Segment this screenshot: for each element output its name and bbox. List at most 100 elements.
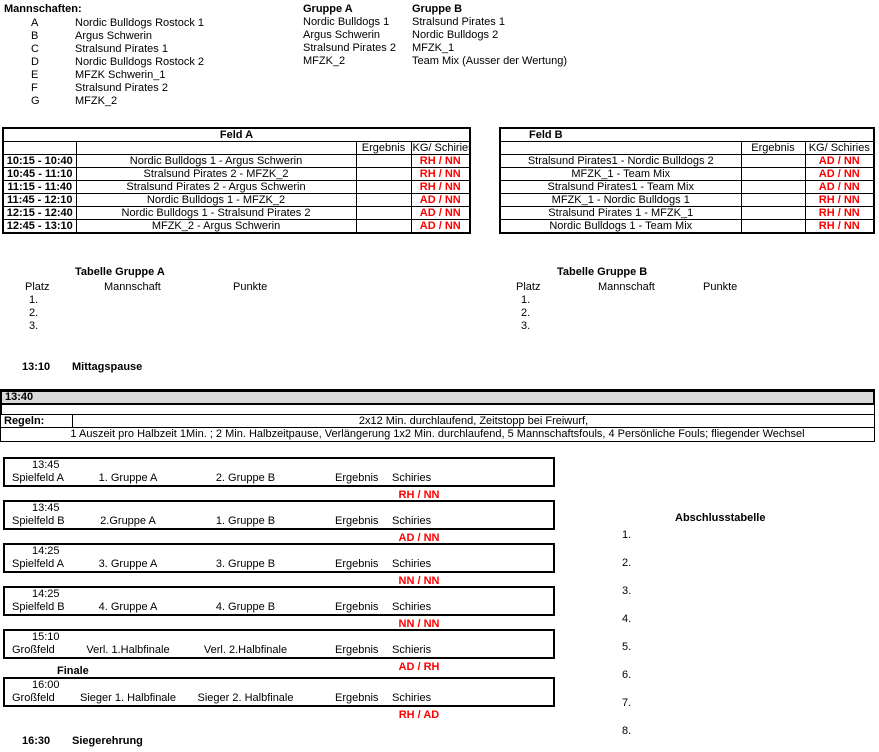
schiries-cell: AD / NN (410, 219, 471, 234)
team-row: A Nordic Bulldogs Rostock 1 (4, 17, 204, 30)
tabelle-a-col-platz: Platz (25, 281, 50, 293)
group-b-list: Gruppe B Stralsund Pirates 1 Nordic Bull… (412, 3, 567, 68)
rules-label: Regeln: (1, 415, 73, 427)
schiries-label: Schiries (392, 692, 432, 704)
schiries-header: KG/ Schiries (410, 141, 471, 155)
tabelle-a-rank: 3. (29, 320, 39, 332)
game-home: 1. Gruppe A (98, 472, 158, 484)
table-row: 12:15 - 12:40 Nordic Bulldogs 1 - Stralsu… (2, 206, 471, 220)
game-away: Sieger 2. Halbfinale (197, 692, 294, 704)
referee-code: AD / RH (398, 661, 440, 673)
rules-row: Regeln: 2x12 Min. durchlaufend, Zeitstop… (0, 414, 875, 428)
schiries-label: Schiries (392, 472, 432, 484)
tabelle-b-title: Tabelle Gruppe B (557, 266, 648, 278)
match-teams: Nordic Bulldogs 1 - MFZK_2 (75, 193, 357, 207)
team-row: C Stralsund Pirates 1 (4, 43, 204, 56)
team-row: G MFZK_2 (4, 95, 204, 108)
ergebnis-cell (355, 193, 412, 207)
group-b-team: MFZK_1 (412, 42, 455, 54)
ergebnis-cell (355, 167, 412, 181)
group-a-team: Stralsund Pirates 2 (303, 42, 396, 54)
empty-cell (499, 141, 742, 155)
game-time: 16:00 (32, 679, 60, 691)
schiries-label: Schiries (392, 601, 432, 613)
match-teams: MFZK_1 - Nordic Bulldogs 1 (499, 193, 742, 207)
restart-time-bar: 13:40 (0, 389, 875, 405)
game-time: 14:25 (32, 588, 60, 600)
table-row: 11:45 - 12:10 Nordic Bulldogs 1 - MFZK_2 A… (2, 193, 471, 207)
ergebnis-label: Ergebnis (335, 692, 379, 704)
schiries-cell: AD / NN (410, 193, 471, 207)
game-field: Großfeld (12, 692, 55, 704)
ergebnis-cell (355, 154, 412, 168)
final-game-block: 15:10 Großfeld Verl. 1.Halbfinale Verl. … (3, 629, 555, 659)
schiries-cell: RH / NN (410, 180, 471, 194)
team-row: B Argus Schwerin (4, 30, 204, 43)
match-time: 12:45 - 13:10 (2, 219, 77, 234)
schiries-label: Schiries (392, 515, 432, 527)
game-time: 14:25 (32, 545, 60, 557)
match-time: 11:15 - 11:40 (2, 180, 77, 194)
ergebnis-label: Ergebnis (335, 601, 379, 613)
schiries-cell: RH / NN (804, 206, 875, 220)
match-teams: Nordic Bulldogs 1 - Argus Schwerin (75, 154, 357, 168)
game-home: 2.Gruppe A (100, 515, 156, 527)
teams-section: Mannschaften: A Nordic Bulldogs Rostock 1… (4, 3, 204, 108)
tabelle-a-title: Tabelle Gruppe A (75, 266, 165, 278)
group-a-list: Gruppe A Nordic Bulldogs 1 Argus Schweri… (303, 3, 396, 68)
game-away: Verl. 2.Halbfinale (203, 644, 288, 656)
game-field: Spielfeld A (12, 558, 64, 570)
game-home: 4. Gruppe A (98, 601, 158, 613)
ergebnis-cell (740, 219, 806, 234)
team-letter: A (31, 17, 39, 29)
game-away: 3. Gruppe B (215, 558, 276, 570)
group-b-team: Nordic Bulldogs 2 (412, 29, 499, 41)
group-a-team: Nordic Bulldogs 1 (303, 16, 390, 28)
siegerehrung-time: 16:30 (22, 735, 51, 747)
schiries-header: KG/ Schiries (804, 141, 875, 155)
empty-cell (75, 141, 357, 155)
match-time: 10:15 - 10:40 (2, 154, 77, 168)
match-teams: Stralsund Pirates 1 - MFZK_1 (499, 206, 742, 220)
group-b-team: Team Mix (Ausser der Wertung) (412, 55, 568, 67)
schiries-cell: RH / NN (410, 167, 471, 181)
schiries-cell: AD / NN (410, 206, 471, 220)
tabelle-b-col-platz: Platz (516, 281, 541, 293)
abschluss-rank: 7. (622, 697, 632, 709)
tabelle-a-col-punkte: Punkte (233, 281, 268, 293)
rules-line1: 2x12 Min. durchlaufend, Zeitstopp bei Fr… (358, 415, 589, 427)
table-row: MFZK_1 - Nordic Bulldogs 1 RH / NN (499, 193, 875, 207)
game-time: 13:45 (32, 502, 60, 514)
group-b-team: Stralsund Pirates 1 (412, 16, 505, 28)
feld-a-table: Feld A Ergebnis KG/ Schiries 10:15 - 10:… (2, 127, 472, 234)
ergebnis-cell (355, 180, 412, 194)
ergebnis-label: Ergebnis (335, 515, 379, 527)
referee-code: AD / NN (398, 532, 440, 544)
ergebnis-cell (740, 206, 806, 220)
mittagspause-label: Mittagspause (72, 361, 143, 373)
team-letter: G (31, 95, 40, 107)
teams-title: Mannschaften: (4, 3, 82, 15)
referee-code: RH / NN (398, 489, 440, 501)
match-teams: Stralsund Pirates 2 - MFZK_2 (75, 167, 357, 181)
team-row: E MFZK Schwerin_1 (4, 69, 204, 82)
feld-a-title: Feld A (2, 127, 471, 142)
finale-label: Finale (57, 665, 89, 677)
team-name: Stralsund Pirates 2 (75, 82, 168, 94)
final-game-block: 13:45 Spielfeld B 2.Gruppe A 1. Gruppe B… (3, 500, 555, 530)
match-time: 10:45 - 11:10 (2, 167, 77, 181)
abschluss-rank: 8. (622, 725, 632, 737)
final-game-block: 14:25 Spielfeld B 4. Gruppe A 4. Gruppe … (3, 586, 555, 616)
ergebnis-cell (740, 167, 806, 181)
team-name: MFZK_2 (75, 95, 118, 107)
feld-b-title: Feld B (499, 127, 875, 142)
schiries-cell: AD / NN (804, 154, 875, 168)
referee-code: NN / NN (398, 618, 440, 630)
game-field: Großfeld (12, 644, 55, 656)
team-letter: F (31, 82, 38, 94)
abschluss-rank: 5. (622, 641, 632, 653)
table-row: Stralsund Pirates1 - Nordic Bulldogs 2 AD… (499, 154, 875, 168)
team-letter: E (31, 69, 39, 81)
match-teams: Nordic Bulldogs 1 - Team Mix (499, 219, 742, 234)
table-row: 10:15 - 10:40 Nordic Bulldogs 1 - Argus S… (2, 154, 471, 168)
